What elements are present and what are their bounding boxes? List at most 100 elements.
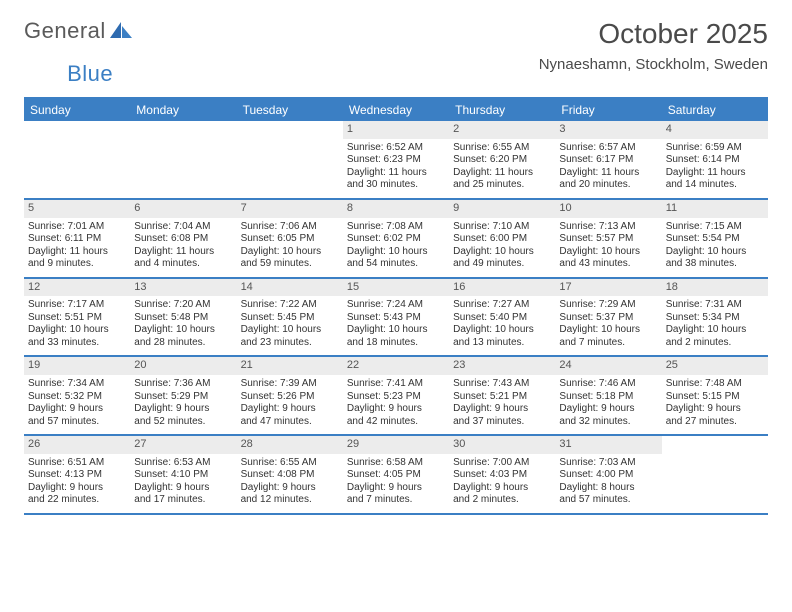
sunset-text: Sunset: 5:51 PM bbox=[28, 312, 126, 325]
day-number: 19 bbox=[28, 359, 40, 371]
sunrise-text: Sunrise: 7:46 AM bbox=[559, 378, 657, 391]
daynum-bg: 20 bbox=[130, 357, 236, 375]
calendar-cell: 21Sunrise: 7:39 AMSunset: 5:26 PMDayligh… bbox=[237, 357, 343, 434]
sunset-text: Sunset: 5:40 PM bbox=[453, 312, 551, 325]
sunset-text: Sunset: 4:03 PM bbox=[453, 469, 551, 482]
dl2-text: and 2 minutes. bbox=[453, 494, 551, 507]
dl2-text: and 22 minutes. bbox=[28, 494, 126, 507]
daynum-bg: 15 bbox=[343, 279, 449, 297]
sunset-text: Sunset: 6:14 PM bbox=[666, 154, 764, 167]
weekday-header: Wednesday bbox=[343, 99, 449, 121]
sunrise-text: Sunrise: 7:41 AM bbox=[347, 378, 445, 391]
calendar-cell: 30Sunrise: 7:00 AMSunset: 4:03 PMDayligh… bbox=[449, 436, 555, 513]
day-number: 21 bbox=[241, 359, 253, 371]
sunset-text: Sunset: 6:00 PM bbox=[453, 233, 551, 246]
daynum-bg: 12 bbox=[24, 279, 130, 297]
calendar-cell: 5Sunrise: 7:01 AMSunset: 6:11 PMDaylight… bbox=[24, 200, 130, 277]
daynum-bg: 24 bbox=[555, 357, 661, 375]
daynum-bg: 1 bbox=[343, 121, 449, 139]
daynum-bg: 27 bbox=[130, 436, 236, 454]
brand-part2: Blue bbox=[67, 61, 113, 87]
sunrise-text: Sunrise: 7:20 AM bbox=[134, 299, 232, 312]
day-number: 9 bbox=[453, 202, 459, 214]
dl1-text: Daylight: 10 hours bbox=[241, 324, 339, 337]
calendar-cell: 26Sunrise: 6:51 AMSunset: 4:13 PMDayligh… bbox=[24, 436, 130, 513]
daynum-bg: 22 bbox=[343, 357, 449, 375]
dl2-text: and 43 minutes. bbox=[559, 258, 657, 271]
sunrise-text: Sunrise: 7:29 AM bbox=[559, 299, 657, 312]
sunrise-text: Sunrise: 7:15 AM bbox=[666, 221, 764, 234]
calendar-cell: 10Sunrise: 7:13 AMSunset: 5:57 PMDayligh… bbox=[555, 200, 661, 277]
dl1-text: Daylight: 10 hours bbox=[347, 324, 445, 337]
sunset-text: Sunset: 5:37 PM bbox=[559, 312, 657, 325]
day-number: 15 bbox=[347, 281, 359, 293]
dl1-text: Daylight: 9 hours bbox=[453, 403, 551, 416]
dl1-text: Daylight: 9 hours bbox=[347, 403, 445, 416]
dl2-text: and 7 minutes. bbox=[559, 337, 657, 350]
calendar-cell: 24Sunrise: 7:46 AMSunset: 5:18 PMDayligh… bbox=[555, 357, 661, 434]
day-number: 27 bbox=[134, 438, 146, 450]
daynum-bg: 13 bbox=[130, 279, 236, 297]
sunset-text: Sunset: 6:17 PM bbox=[559, 154, 657, 167]
sunrise-text: Sunrise: 7:01 AM bbox=[28, 221, 126, 234]
sunset-text: Sunset: 6:23 PM bbox=[347, 154, 445, 167]
dl1-text: Daylight: 9 hours bbox=[28, 403, 126, 416]
weekday-header: Tuesday bbox=[237, 99, 343, 121]
sunrise-text: Sunrise: 7:48 AM bbox=[666, 378, 764, 391]
weekday-header: Monday bbox=[130, 99, 236, 121]
day-number: 22 bbox=[347, 359, 359, 371]
calendar-cell: 8Sunrise: 7:08 AMSunset: 6:02 PMDaylight… bbox=[343, 200, 449, 277]
weekday-header: Thursday bbox=[449, 99, 555, 121]
calendar-cell bbox=[130, 121, 236, 198]
sunset-text: Sunset: 5:21 PM bbox=[453, 391, 551, 404]
sunrise-text: Sunrise: 7:31 AM bbox=[666, 299, 764, 312]
day-number: 2 bbox=[453, 123, 459, 135]
daynum-bg: 21 bbox=[237, 357, 343, 375]
sunrise-text: Sunrise: 6:57 AM bbox=[559, 142, 657, 155]
sunset-text: Sunset: 5:45 PM bbox=[241, 312, 339, 325]
weekday-header: Saturday bbox=[662, 99, 768, 121]
dl2-text: and 42 minutes. bbox=[347, 416, 445, 429]
daynum-bg: 9 bbox=[449, 200, 555, 218]
calendar: Sunday Monday Tuesday Wednesday Thursday… bbox=[24, 97, 768, 515]
dl1-text: Daylight: 11 hours bbox=[666, 167, 764, 180]
daynum-bg: 29 bbox=[343, 436, 449, 454]
day-number: 12 bbox=[28, 281, 40, 293]
day-number: 24 bbox=[559, 359, 571, 371]
brand-logo: General bbox=[24, 18, 132, 44]
month-title: October 2025 bbox=[539, 18, 768, 50]
sunrise-text: Sunrise: 6:53 AM bbox=[134, 457, 232, 470]
dl2-text: and 47 minutes. bbox=[241, 416, 339, 429]
calendar-cell: 2Sunrise: 6:55 AMSunset: 6:20 PMDaylight… bbox=[449, 121, 555, 198]
calendar-week: 26Sunrise: 6:51 AMSunset: 4:13 PMDayligh… bbox=[24, 436, 768, 515]
calendar-cell: 16Sunrise: 7:27 AMSunset: 5:40 PMDayligh… bbox=[449, 279, 555, 356]
calendar-cell: 18Sunrise: 7:31 AMSunset: 5:34 PMDayligh… bbox=[662, 279, 768, 356]
dl2-text: and 28 minutes. bbox=[134, 337, 232, 350]
sunrise-text: Sunrise: 7:39 AM bbox=[241, 378, 339, 391]
dl1-text: Daylight: 11 hours bbox=[453, 167, 551, 180]
sunset-text: Sunset: 6:02 PM bbox=[347, 233, 445, 246]
sunset-text: Sunset: 4:13 PM bbox=[28, 469, 126, 482]
day-number: 18 bbox=[666, 281, 678, 293]
calendar-cell: 13Sunrise: 7:20 AMSunset: 5:48 PMDayligh… bbox=[130, 279, 236, 356]
dl1-text: Daylight: 10 hours bbox=[453, 246, 551, 259]
daynum-bg: 7 bbox=[237, 200, 343, 218]
dl2-text: and 33 minutes. bbox=[28, 337, 126, 350]
calendar-week: 19Sunrise: 7:34 AMSunset: 5:32 PMDayligh… bbox=[24, 357, 768, 436]
calendar-cell: 29Sunrise: 6:58 AMSunset: 4:05 PMDayligh… bbox=[343, 436, 449, 513]
day-number: 7 bbox=[241, 202, 247, 214]
dl1-text: Daylight: 8 hours bbox=[559, 482, 657, 495]
day-number: 14 bbox=[241, 281, 253, 293]
sunrise-text: Sunrise: 7:22 AM bbox=[241, 299, 339, 312]
dl2-text: and 57 minutes. bbox=[559, 494, 657, 507]
sunset-text: Sunset: 5:48 PM bbox=[134, 312, 232, 325]
sunrise-text: Sunrise: 6:55 AM bbox=[241, 457, 339, 470]
sunset-text: Sunset: 5:34 PM bbox=[666, 312, 764, 325]
day-number: 10 bbox=[559, 202, 571, 214]
dl1-text: Daylight: 9 hours bbox=[453, 482, 551, 495]
calendar-cell: 12Sunrise: 7:17 AMSunset: 5:51 PMDayligh… bbox=[24, 279, 130, 356]
daynum-bg: 19 bbox=[24, 357, 130, 375]
sunset-text: Sunset: 5:57 PM bbox=[559, 233, 657, 246]
calendar-cell: 3Sunrise: 6:57 AMSunset: 6:17 PMDaylight… bbox=[555, 121, 661, 198]
daynum-bg: 8 bbox=[343, 200, 449, 218]
